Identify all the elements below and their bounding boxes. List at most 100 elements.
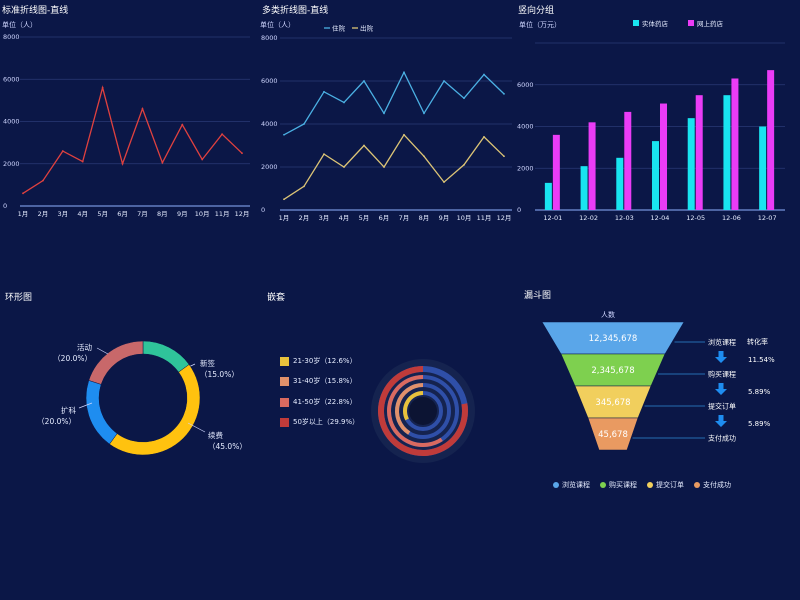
legend-label: 支付成功 xyxy=(703,481,731,489)
legend-label: 出院 xyxy=(360,24,374,33)
stage-label: 浏览课程 xyxy=(708,338,736,347)
x-tick-label: 12-04 xyxy=(651,214,670,222)
label-leader xyxy=(78,402,93,409)
data-point xyxy=(121,162,124,165)
x-tick-label: 12月 xyxy=(497,214,512,222)
bar xyxy=(544,182,552,210)
data-point xyxy=(363,144,365,147)
nested-legend-2: 31-40岁（15.8%） xyxy=(280,376,357,386)
grouped-bar-chart-title: 竖向分组 xyxy=(518,6,555,16)
y-tick-label: 0 xyxy=(3,202,7,210)
funnel-chart-panel: 漏斗图 人数 12,345,678 浏览课程 2,345,678 购买课程 345,67… xyxy=(515,280,800,500)
ring-arc xyxy=(387,375,443,447)
bar xyxy=(624,111,632,210)
stage-label: 提交订单 xyxy=(708,402,736,411)
donut-chart-title: 环形图 xyxy=(5,293,33,303)
data-point xyxy=(221,133,223,136)
data-point xyxy=(323,153,325,156)
funnel-value: 345,678 xyxy=(595,398,630,408)
data-point xyxy=(241,152,243,155)
data-point xyxy=(201,158,204,161)
x-tick-label: 12-07 xyxy=(758,214,777,222)
y-tick-label: 0 xyxy=(261,206,265,214)
y-tick-label: 6000 xyxy=(517,81,534,89)
funnel-value: 2,345,678 xyxy=(591,366,634,376)
y-tick-label: 6000 xyxy=(3,75,20,83)
data-point xyxy=(463,97,465,100)
data-point xyxy=(343,101,345,104)
donut-slice xyxy=(85,380,118,445)
x-tick-label: 7月 xyxy=(137,210,148,218)
data-point xyxy=(483,136,485,138)
data-point xyxy=(383,112,385,115)
bar xyxy=(723,95,731,210)
bar xyxy=(616,157,624,210)
conversion-rate: 5.89% xyxy=(748,420,771,428)
legend-swatch xyxy=(280,356,289,366)
nested-chart-title: 嵌套 xyxy=(267,293,286,303)
data-point xyxy=(403,71,405,74)
ring-arc xyxy=(395,383,424,435)
legend-swatch xyxy=(688,20,694,26)
bar xyxy=(731,78,739,210)
y-tick-label: 4000 xyxy=(261,120,278,128)
bar xyxy=(580,166,588,210)
y-tick-label: 4000 xyxy=(3,118,20,126)
x-tick-label: 12-02 xyxy=(579,214,598,222)
bar xyxy=(552,134,560,210)
legend-label: 浏览课程 xyxy=(562,481,590,489)
legend-label: 41-50岁（22.8%） xyxy=(293,398,357,406)
legend-dot xyxy=(553,482,559,488)
funnel-legend-item: 提交订单 xyxy=(647,480,684,490)
multi-line-chart-svg: 0 2000 4000 6000 8000 1月 2月 3月 4月 5月 6月 7月 8月 9月 10月 11… xyxy=(261,24,512,222)
x-tick-label: 8月 xyxy=(419,214,430,222)
legend-dot xyxy=(600,482,606,488)
x-tick-label: 10月 xyxy=(457,214,472,222)
slice-label: 扩科 xyxy=(61,405,76,415)
label-leader xyxy=(96,347,109,355)
x-tick-label: 5月 xyxy=(97,210,108,218)
x-tick-label: 11月 xyxy=(215,210,230,218)
legend-label: 实体药店 xyxy=(642,19,669,28)
donut-slice xyxy=(88,340,144,385)
x-tick-label: 12-01 xyxy=(543,214,562,222)
line-chart-unit: 单位（人） xyxy=(2,21,37,29)
x-tick-label: 12-06 xyxy=(722,214,741,222)
y-tick-label: 2000 xyxy=(517,164,534,172)
x-tick-label: 3月 xyxy=(57,210,68,218)
donut-slice xyxy=(142,340,190,373)
legend-swatch xyxy=(280,417,289,427)
x-tick-label: 10月 xyxy=(195,210,210,218)
bar xyxy=(759,126,767,210)
y-tick-label: 2000 xyxy=(3,160,20,168)
slice-label: 新签 xyxy=(200,358,215,368)
nested-legend-1: 21-30岁（12.6%） xyxy=(280,356,357,366)
funnel-value: 45,678 xyxy=(598,430,628,440)
data-point xyxy=(423,155,425,158)
legend-label: 31-40岁（15.8%） xyxy=(293,377,357,385)
grouped-bar-chart-svg: 0 2000 4000 6000 12-01 12-02 12-03 12-04 12-05 12… xyxy=(517,19,785,222)
legend-swatch xyxy=(633,20,639,26)
down-arrow-icon xyxy=(715,383,727,395)
legend-label: 21-30岁（12.6%） xyxy=(293,357,357,365)
nested-legend-4: 50岁以上（29.9%） xyxy=(280,417,359,427)
x-tick-label: 6月 xyxy=(379,214,390,222)
grouped-bar-chart-panel: 竖向分组 单位（万元） 0 2000 4000 6000 12-01 12-02 12-03… xyxy=(515,0,800,225)
x-tick-label: 7月 xyxy=(399,214,410,222)
x-tick-label: 2月 xyxy=(38,210,49,218)
legend-dot xyxy=(694,482,700,488)
stage-label: 支付成功 xyxy=(708,434,736,443)
nested-chart-panel: 嵌套 21-30岁（12.6%） 31-40岁（15.8%） 41-50岁（22… xyxy=(260,280,515,490)
bar xyxy=(695,95,703,210)
donut-slice xyxy=(109,364,201,456)
data-point xyxy=(141,107,144,110)
conversion-rate: 11.54% xyxy=(748,356,775,364)
x-tick-label: 2月 xyxy=(299,214,310,222)
series-line xyxy=(283,133,505,200)
bar xyxy=(652,141,659,210)
down-arrow-icon xyxy=(715,351,727,363)
data-point xyxy=(403,133,405,136)
ring-center xyxy=(409,397,437,425)
data-point xyxy=(463,163,465,166)
funnel-value: 12,345,678 xyxy=(589,334,638,344)
